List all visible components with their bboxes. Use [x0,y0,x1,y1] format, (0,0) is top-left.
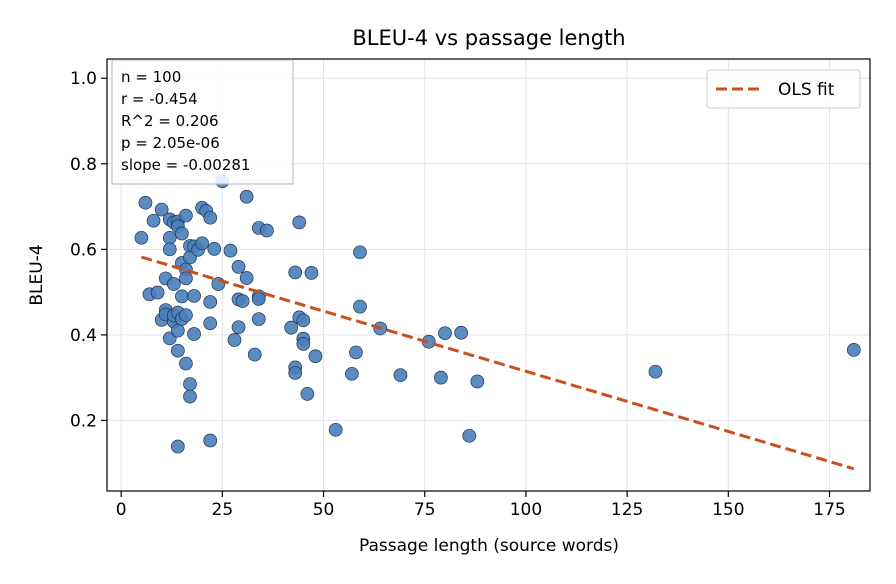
data-point [195,236,209,251]
stats-r: r = -0.454 [121,90,198,108]
data-points [134,174,861,454]
data-point [170,343,185,358]
data-point [150,285,165,300]
data-point [251,292,266,306]
data-point [260,223,274,238]
data-point [284,320,299,335]
data-point [288,366,303,380]
grid [107,59,870,491]
data-point [179,208,193,223]
data-point [203,316,218,331]
stats-slope: slope = -0.00281 [121,156,250,174]
data-point [846,343,861,357]
data-point [235,294,250,308]
data-point [251,312,266,326]
ols-fit-line [140,255,855,471]
data-point [648,364,663,379]
stats-r-squared: R^2 = 0.206 [121,112,219,130]
stats-box-frame [111,59,294,185]
data-point [308,349,323,364]
data-point [183,377,197,391]
data-point [162,242,177,257]
y-axis-label: BLEU-4 [27,244,47,305]
data-point [434,370,448,385]
data-point [162,230,177,245]
data-point [328,422,343,437]
data-point [179,271,193,286]
legend-frame [706,69,861,109]
data-point [183,389,197,404]
data-point [170,323,185,338]
stats-p-value: p = 2.05e-06 [121,134,220,152]
data-point [179,308,193,323]
legend: OLS fit [706,69,861,109]
y-tick-label: 0.6 [70,240,97,260]
data-point [203,295,218,309]
axis-ticks: 0 25 50 75 100 125 150 175 0.2 0.4 0.6 0.8 1.0 [70,69,846,520]
data-point [170,439,185,454]
data-point [227,333,242,347]
data-point [462,428,477,443]
data-point [345,366,359,381]
x-tick-label: 125 [611,500,643,520]
x-tick-label: 25 [212,500,234,520]
data-point [175,289,189,304]
data-point [175,226,189,241]
data-point [134,230,149,245]
fit-line-layer [140,255,855,471]
data-point [239,271,254,285]
data-point [203,433,218,448]
data-point [296,313,311,328]
data-point [179,356,193,371]
data-point [223,243,238,258]
x-axis-label: Passage length (source words) [359,536,619,556]
data-point [393,368,408,382]
x-tick-label: 175 [813,500,845,520]
data-point [304,266,319,280]
data-point [438,326,452,341]
x-tick-label: 150 [712,500,744,520]
y-tick-label: 1.0 [70,69,97,89]
data-point [349,345,363,360]
data-point [353,299,367,314]
data-point [138,195,153,210]
data-point [300,387,315,401]
data-point [231,260,246,274]
data-point [292,215,307,230]
data-point [146,213,161,228]
data-point [239,189,254,204]
stats-n: n = 100 [121,68,181,86]
data-point [231,320,246,335]
x-tick-label: 0 [116,500,127,520]
data-point [207,242,222,256]
stats-box: n = 100 r = -0.454 R^2 = 0.206 p = 2.05e… [111,59,294,185]
legend-fit-label: OLS fit [778,80,835,100]
data-point [296,337,311,351]
data-point [187,289,201,303]
y-tick-label: 0.2 [70,411,97,431]
x-tick-label: 100 [510,500,542,520]
data-point [187,327,201,341]
y-tick-label: 0.8 [70,155,97,175]
data-point [454,325,469,340]
plot-frame [106,58,871,492]
data-point [470,374,485,389]
data-point [247,347,262,362]
data-point [288,265,303,280]
y-tick-label: 0.4 [70,326,97,346]
x-tick-label: 75 [414,500,436,520]
chart-title: BLEU-4 vs passage length [352,26,625,50]
data-point [166,277,181,291]
x-tick-label: 50 [313,500,335,520]
data-point [154,202,169,217]
data-point [353,245,367,260]
data-point [203,210,218,225]
